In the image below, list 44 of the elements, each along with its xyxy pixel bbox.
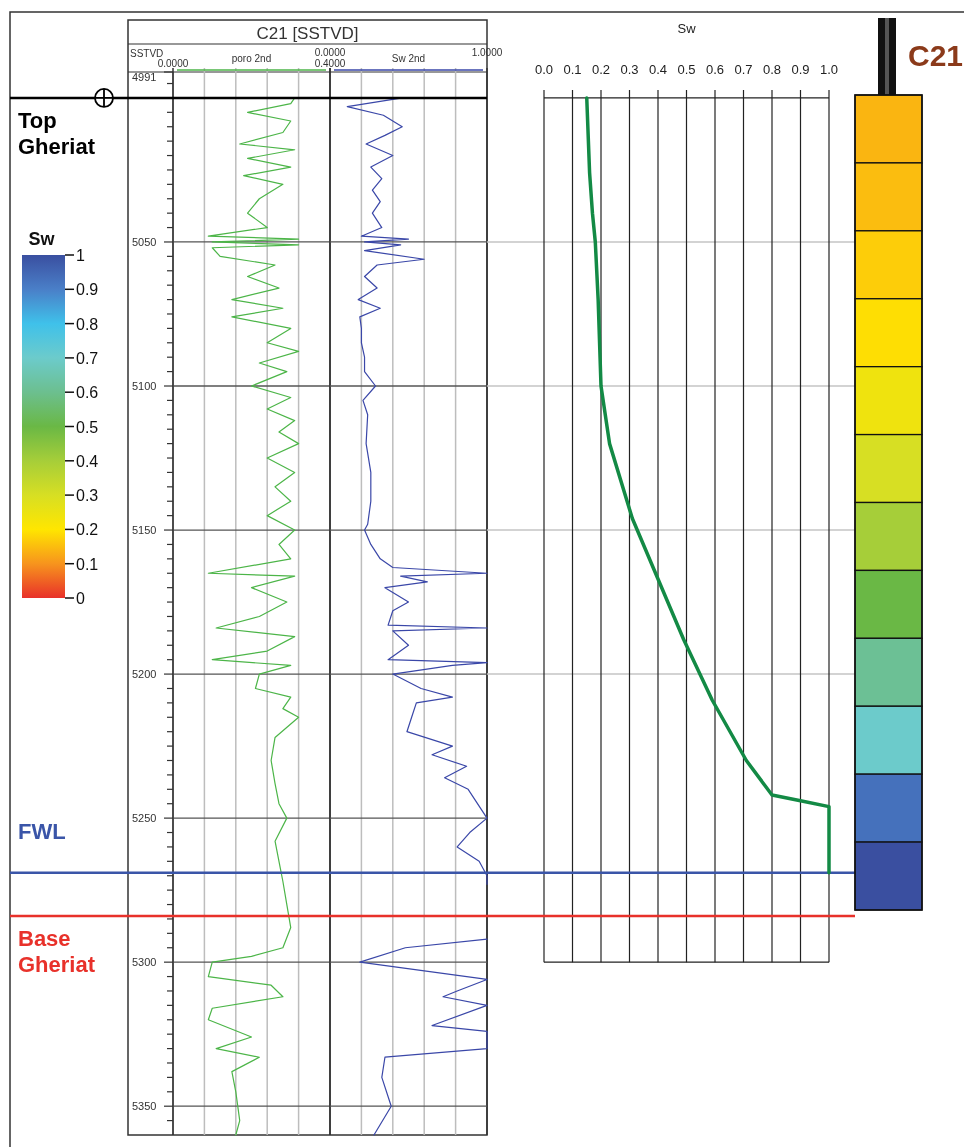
x-tick-label: 0.8 bbox=[762, 61, 782, 77]
y-tick-label: 5350 bbox=[132, 1100, 157, 1113]
x-tick-label: 0.0000 bbox=[314, 47, 346, 58]
color-bar-label: 0.4 bbox=[76, 452, 99, 470]
x-tick-label: 0.6 bbox=[705, 61, 725, 77]
color-bar-label: 1 bbox=[76, 247, 85, 264]
x-tick-label: 0.7 bbox=[734, 61, 753, 77]
y-tick-label: 5200 bbox=[132, 668, 157, 681]
x-tick-label: 1.0 bbox=[819, 61, 839, 77]
x-tick-label: 0.3 bbox=[620, 61, 639, 77]
color-bar-label: 0.5 bbox=[76, 418, 99, 436]
y-axis-title: SSTVD bbox=[130, 48, 164, 59]
x-tick-label: 0.1 bbox=[563, 61, 582, 77]
x-tick-label: 0.2 bbox=[591, 61, 611, 77]
chart-title: C21 bbox=[908, 39, 964, 72]
chart-title: C21 [SSTVD] bbox=[256, 24, 359, 43]
color-bar-label: 0 bbox=[76, 590, 85, 607]
y-tick-label: 5150 bbox=[132, 524, 157, 537]
y-tick-label: 5300 bbox=[132, 956, 157, 969]
ref-line-label: Base Gheriat bbox=[18, 926, 96, 978]
x-tick-label: 0.0 bbox=[534, 61, 554, 77]
color-bar-title: Sw bbox=[28, 229, 56, 249]
color-bar-label: 0.3 bbox=[76, 487, 99, 505]
ref-line-label: FWL bbox=[18, 818, 66, 844]
color-bar-label: 0.8 bbox=[76, 315, 99, 333]
x-tick-label: 0.5 bbox=[677, 61, 696, 77]
y-tick-label: 5100 bbox=[132, 380, 157, 392]
x-axis-title: poro 2nd bbox=[231, 53, 272, 64]
x-tick-label: 0.0000 bbox=[157, 58, 189, 69]
color-bar-label: 0.7 bbox=[76, 349, 99, 367]
color-bar-label: 0.2 bbox=[76, 521, 99, 539]
y-tick-label: 5050 bbox=[132, 235, 157, 248]
line-series bbox=[207, 97, 300, 1136]
y-tick-label: 5250 bbox=[132, 812, 157, 825]
color-bar-label: 0.6 bbox=[76, 384, 99, 402]
x-tick-label: 0.4000 bbox=[314, 58, 346, 69]
x-tick-label: 0.9 bbox=[791, 61, 810, 77]
legend-label: Top Gheriat bbox=[18, 107, 96, 160]
x-tick-label: 0.4 bbox=[648, 61, 668, 77]
y-tick-label: 4991 bbox=[132, 71, 157, 83]
color-bar-label: 0.1 bbox=[76, 555, 99, 573]
chart-title: Sw bbox=[677, 21, 697, 36]
color-bar-label: 0.9 bbox=[76, 281, 99, 299]
x-axis-title: Sw 2nd bbox=[391, 53, 426, 64]
